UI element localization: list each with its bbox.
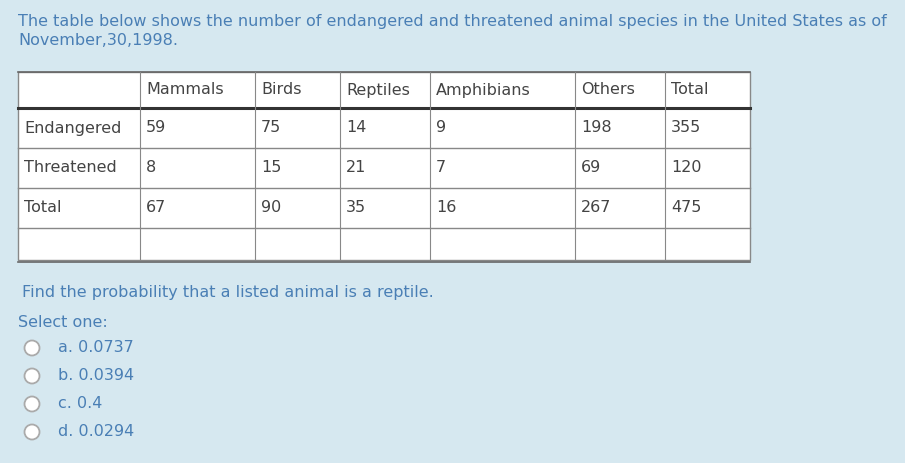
- Text: Select one:: Select one:: [18, 315, 108, 330]
- Text: The table below shows the number of endangered and threatened animal species in : The table below shows the number of enda…: [18, 14, 887, 29]
- Text: Endangered: Endangered: [24, 120, 121, 136]
- Text: Mammals: Mammals: [146, 82, 224, 98]
- Text: Others: Others: [581, 82, 635, 98]
- Text: 35: 35: [346, 200, 367, 215]
- Text: Find the probability that a listed animal is a reptile.: Find the probability that a listed anima…: [22, 285, 433, 300]
- Text: 267: 267: [581, 200, 612, 215]
- Text: Birds: Birds: [261, 82, 301, 98]
- Text: 120: 120: [671, 161, 701, 175]
- Text: 9: 9: [436, 120, 446, 136]
- Text: Amphibians: Amphibians: [436, 82, 530, 98]
- Text: d. 0.0294: d. 0.0294: [58, 424, 134, 439]
- Text: 21: 21: [346, 161, 367, 175]
- Circle shape: [24, 425, 40, 439]
- Text: 475: 475: [671, 200, 701, 215]
- Text: 90: 90: [261, 200, 281, 215]
- Text: 75: 75: [261, 120, 281, 136]
- Text: 14: 14: [346, 120, 367, 136]
- Text: Total: Total: [24, 200, 62, 215]
- Text: Reptiles: Reptiles: [346, 82, 410, 98]
- Circle shape: [24, 369, 40, 383]
- Text: Threatened: Threatened: [24, 161, 117, 175]
- Text: 16: 16: [436, 200, 456, 215]
- Text: c. 0.4: c. 0.4: [58, 396, 102, 411]
- Circle shape: [24, 340, 40, 356]
- Text: 67: 67: [146, 200, 167, 215]
- Text: Total: Total: [671, 82, 709, 98]
- Text: 59: 59: [146, 120, 167, 136]
- Text: 7: 7: [436, 161, 446, 175]
- Circle shape: [24, 396, 40, 412]
- Text: 15: 15: [261, 161, 281, 175]
- Text: a. 0.0737: a. 0.0737: [58, 340, 134, 355]
- Text: 8: 8: [146, 161, 157, 175]
- Text: 198: 198: [581, 120, 612, 136]
- Text: b. 0.0394: b. 0.0394: [58, 368, 134, 383]
- FancyBboxPatch shape: [18, 72, 750, 260]
- Text: 355: 355: [671, 120, 701, 136]
- Text: 69: 69: [581, 161, 601, 175]
- Text: November,30,1998.: November,30,1998.: [18, 33, 178, 48]
